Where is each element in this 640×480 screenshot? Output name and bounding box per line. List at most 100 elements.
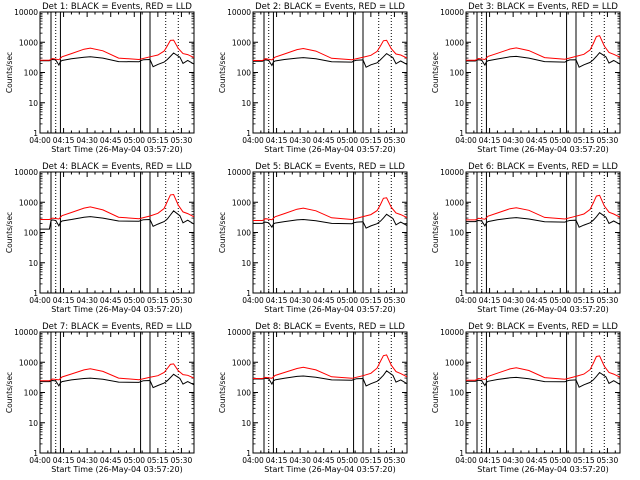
panel-title: Det 4: BLACK = Events, RED = LLD [42,162,192,172]
x-tick-label: 04:15 [266,456,288,465]
y-tick-label: 1000 [445,38,464,47]
detector-panel-1: Det 1: BLACK = Events, RED = LLD 1 10 100 10… [5,2,195,154]
plot-frame [252,171,408,294]
y-tick-label: 10 [241,259,251,268]
panel-title: Det 9: BLACK = Events, RED = LLD [468,322,618,332]
y-axis-label: Counts/sec [5,212,14,253]
y-tick-label: 10 [454,419,464,428]
y-tick-label: 100 [24,229,39,238]
x-tick-label: 05:15 [360,456,382,465]
events-series-line [466,52,620,68]
x-tick-label: 04:00 [455,296,477,305]
y-tick-label: 100 [450,229,465,238]
x-tick-label: 04:00 [455,456,477,465]
x-tick-label: 04:30 [502,456,524,465]
x-tick-label: 04:15 [53,136,75,145]
x-tick-label: 04:15 [479,136,501,145]
lld-series-line [466,35,620,61]
events-series-line [40,373,194,389]
y-tick-label: 10000 [14,328,38,337]
x-tick-label: 05:15 [147,456,169,465]
x-tick-label: 04:15 [479,456,501,465]
y-tick-label: 100 [24,389,39,398]
x-tick-label: 05:30 [384,136,406,145]
x-tick-label: 04:00 [29,456,51,465]
x-tick-label: 04:45 [100,456,122,465]
x-tick-label: 04:45 [313,296,335,305]
y-tick-label: 1 [33,289,38,298]
x-tick-label: 04:30 [289,136,311,145]
y-tick-label: 10000 [440,8,464,17]
x-tick-label: 04:45 [526,136,548,145]
plot-frame [252,11,408,134]
detector-panel-7: Det 7: BLACK = Events, RED = LLD 1 10 100 10… [5,322,195,474]
lld-series-line [40,363,194,382]
y-tick-label: 10 [241,99,251,108]
x-tick-label: 04:45 [313,456,335,465]
plot-frame [252,331,408,454]
x-axis-label: Start Time (26-May-04 03:57:20) [477,305,608,314]
x-tick-label: 04:45 [526,296,548,305]
detector-panel-2: Det 2: BLACK = Events, RED = LLD 1 10 100 10… [218,2,408,154]
x-tick-label: 05:00 [123,456,145,465]
y-tick-label: 10000 [440,328,464,337]
x-tick-label: 04:30 [76,296,98,305]
x-tick-label: 05:00 [549,296,571,305]
x-tick-label: 05:30 [597,136,619,145]
x-tick-label: 04:30 [502,136,524,145]
events-series-line [253,52,407,68]
y-tick-label: 1 [459,289,464,298]
y-tick-label: 10000 [227,8,251,17]
x-tick-label: 04:00 [242,136,264,145]
plot-frame [465,11,621,134]
x-tick-label: 04:30 [289,456,311,465]
lld-series-line [466,355,620,381]
x-tick-label: 04:15 [266,136,288,145]
x-tick-label: 04:00 [29,136,51,145]
x-tick-label: 05:15 [573,296,595,305]
x-axis-label: Start Time (26-May-04 03:57:20) [264,145,395,154]
y-axis-label: Counts/sec [218,212,227,253]
x-tick-label: 04:00 [29,296,51,305]
y-tick-label: 100 [237,389,252,398]
x-tick-label: 04:30 [502,296,524,305]
lld-series-line [466,194,620,221]
y-tick-label: 10 [241,419,251,428]
y-axis-label: Counts/sec [218,52,227,93]
events-series-line [253,213,407,229]
x-tick-label: 04:00 [242,456,264,465]
x-tick-label: 05:00 [123,296,145,305]
y-axis-label: Counts/sec [431,212,440,253]
y-tick-label: 10 [28,99,38,108]
y-tick-label: 1 [246,129,251,138]
y-tick-label: 10000 [14,8,38,17]
plot-frame [39,11,195,134]
y-tick-label: 100 [237,229,252,238]
x-tick-label: 04:15 [266,296,288,305]
plot-frame [39,171,195,294]
x-tick-label: 05:00 [549,136,571,145]
x-tick-label: 05:15 [147,136,169,145]
events-series-line [40,52,194,68]
x-tick-label: 05:15 [573,456,595,465]
x-tick-label: 04:45 [313,136,335,145]
x-tick-label: 05:15 [573,136,595,145]
y-tick-label: 1000 [232,38,251,47]
y-axis-label: Counts/sec [5,52,14,93]
x-tick-label: 05:30 [171,456,193,465]
x-tick-label: 04:45 [100,296,122,305]
lld-series-line [40,39,194,61]
x-tick-label: 05:15 [147,296,169,305]
x-tick-label: 04:30 [289,296,311,305]
events-series-line [40,210,194,230]
y-tick-label: 1000 [445,358,464,367]
detector-panel-5: Det 5: BLACK = Events, RED = LLD 1 10 100 10… [218,162,408,314]
y-tick-label: 1 [246,289,251,298]
y-tick-label: 10 [454,259,464,268]
x-tick-label: 05:00 [336,296,358,305]
detector-panel-9: Det 9: BLACK = Events, RED = LLD 1 10 100 10… [431,322,621,474]
y-tick-label: 10 [454,99,464,108]
x-tick-label: 04:00 [455,136,477,145]
x-tick-label: 05:00 [336,136,358,145]
events-series-line [466,212,620,228]
